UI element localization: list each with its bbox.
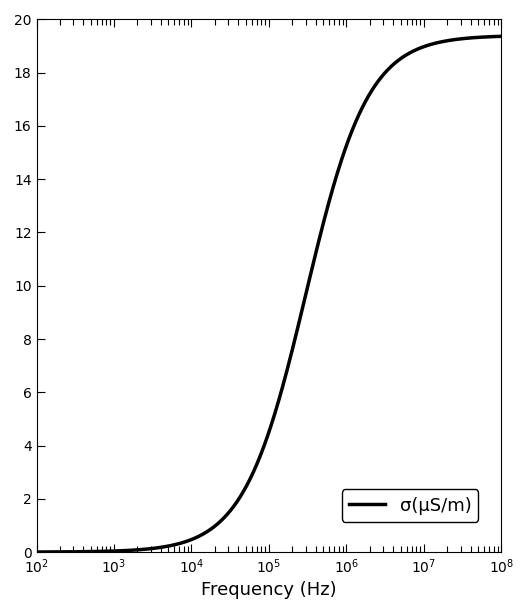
σ(μS/m) <box>87 548 93 555</box>
σ(μS/m) <box>232 501 238 508</box>
Legend: σ(μS/m): σ(μS/m) <box>342 489 478 522</box>
σ(μS/m) <box>439 38 446 45</box>
X-axis label: Frequency (Hz): Frequency (Hz) <box>201 581 337 599</box>
σ(μS/m) <box>498 32 505 40</box>
σ(μS/m) <box>33 549 40 556</box>
σ(μS/m) <box>489 33 495 40</box>
σ(μS/m) <box>212 522 218 530</box>
σ(μS/m) <box>114 547 120 555</box>
Line: σ(μS/m): σ(μS/m) <box>36 36 502 552</box>
